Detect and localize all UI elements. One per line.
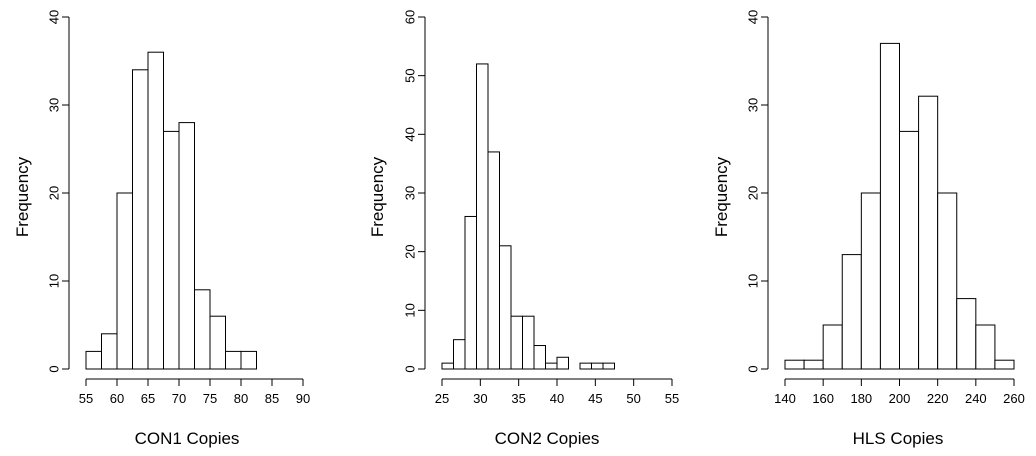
x-tick-label: 45 <box>588 391 602 406</box>
y-tick-label: 20 <box>745 186 760 200</box>
histogram-bar <box>464 215 477 370</box>
histogram-bar <box>860 192 881 370</box>
y-tick-label: 0 <box>46 365 61 372</box>
histogram-bar <box>510 315 523 370</box>
x-tick-label: 85 <box>265 391 279 406</box>
histogram-bar <box>225 350 242 370</box>
x-tick-label: 55 <box>665 391 679 406</box>
x-tick-label: 60 <box>110 391 124 406</box>
histogram-bar <box>994 359 1015 370</box>
histogram-bar <box>147 51 164 370</box>
histogram-bar <box>956 298 977 370</box>
histogram-panel-2: 0 10 20 30 40 50 60 25 30 35 40 45 50 55 CON2 Copies Fr… <box>368 10 679 448</box>
histogram-bar <box>163 130 180 370</box>
histogram-bar <box>841 254 862 370</box>
histogram-bar <box>522 315 535 370</box>
histogram-bar <box>879 42 901 370</box>
y-tick-label: 40 <box>46 10 61 24</box>
y-tick-label: 40 <box>402 127 417 141</box>
x-tick-label: 70 <box>172 391 186 406</box>
x-tick-label: 180 <box>850 391 872 406</box>
x-tick-label: 30 <box>473 391 487 406</box>
y-tick-label: 0 <box>745 365 760 372</box>
histogram-bar <box>533 345 546 370</box>
histogram-bar <box>602 362 615 370</box>
histogram-bar <box>822 324 843 370</box>
histogram-bar <box>209 315 226 370</box>
x-axis-title: CON2 Copies <box>495 429 600 448</box>
y-axis-title: Frequency <box>712 156 731 237</box>
histogram-bar <box>85 350 102 370</box>
y-tick-label: 20 <box>402 244 417 258</box>
histogram-panel-1: 0 10 20 30 40 55 60 65 70 75 80 85 90 CON1 Copies Freq… <box>13 10 310 448</box>
histogram-bar <box>545 362 558 370</box>
histogram-bar <box>194 289 211 370</box>
histogram-panel-3: 0 10 20 30 40 140 160 180 200 220 240 260 HLS Copies… <box>712 10 1025 448</box>
histogram-bar <box>476 63 489 370</box>
x-tick-label: 55 <box>79 391 93 406</box>
y-axis-title: Frequency <box>13 156 32 237</box>
x-tick-label: 160 <box>812 391 834 406</box>
x-tick-label: 240 <box>965 391 987 406</box>
y-tick-label: 10 <box>745 274 760 288</box>
y-tick-label: 60 <box>402 10 417 24</box>
y-tick-label: 10 <box>46 274 61 288</box>
y-tick-label: 20 <box>46 186 61 200</box>
x-tick-label: 200 <box>889 391 911 406</box>
x-tick-label: 140 <box>774 391 796 406</box>
x-tick-label: 40 <box>550 391 564 406</box>
x-axis-title: HLS Copies <box>853 429 944 448</box>
y-tick-label: 40 <box>745 10 760 24</box>
histogram-bar <box>918 95 939 370</box>
histogram-bar <box>132 69 149 370</box>
histogram-bar <box>499 245 512 370</box>
histogram-bar <box>116 192 133 370</box>
y-tick-label: 0 <box>402 365 417 372</box>
x-tick-label: 90 <box>296 391 310 406</box>
x-tick-label: 25 <box>435 391 449 406</box>
histogram-bar <box>803 359 824 370</box>
x-tick-label: 35 <box>511 391 525 406</box>
x-tick-label: 80 <box>234 391 248 406</box>
y-tick-label: 30 <box>402 186 417 200</box>
y-tick-label: 10 <box>402 303 417 317</box>
histogram-bar <box>784 359 805 370</box>
y-tick-label: 30 <box>46 98 61 112</box>
x-tick-label: 260 <box>1003 391 1025 406</box>
x-tick-label: 220 <box>927 391 949 406</box>
histogram-bar <box>487 151 500 370</box>
histogram-bar <box>453 339 466 370</box>
histogram-bar <box>441 362 454 370</box>
x-axis-title: CON1 Copies <box>135 429 240 448</box>
histogram-bar <box>899 130 920 370</box>
histogram-bar <box>937 192 958 370</box>
histogram-bar <box>975 324 996 370</box>
histogram-bar <box>591 362 604 370</box>
histogram-bar <box>101 333 118 370</box>
x-tick-label: 65 <box>141 391 155 406</box>
y-tick-label: 30 <box>745 98 760 112</box>
histogram-bar <box>240 350 257 370</box>
x-tick-label: 75 <box>203 391 217 406</box>
x-tick-label: 50 <box>626 391 640 406</box>
y-tick-label: 50 <box>402 68 417 82</box>
histogram-bar <box>178 122 195 370</box>
y-axis-title: Frequency <box>368 156 387 237</box>
histogram-bar <box>579 362 592 370</box>
histogram-bar <box>556 356 569 370</box>
